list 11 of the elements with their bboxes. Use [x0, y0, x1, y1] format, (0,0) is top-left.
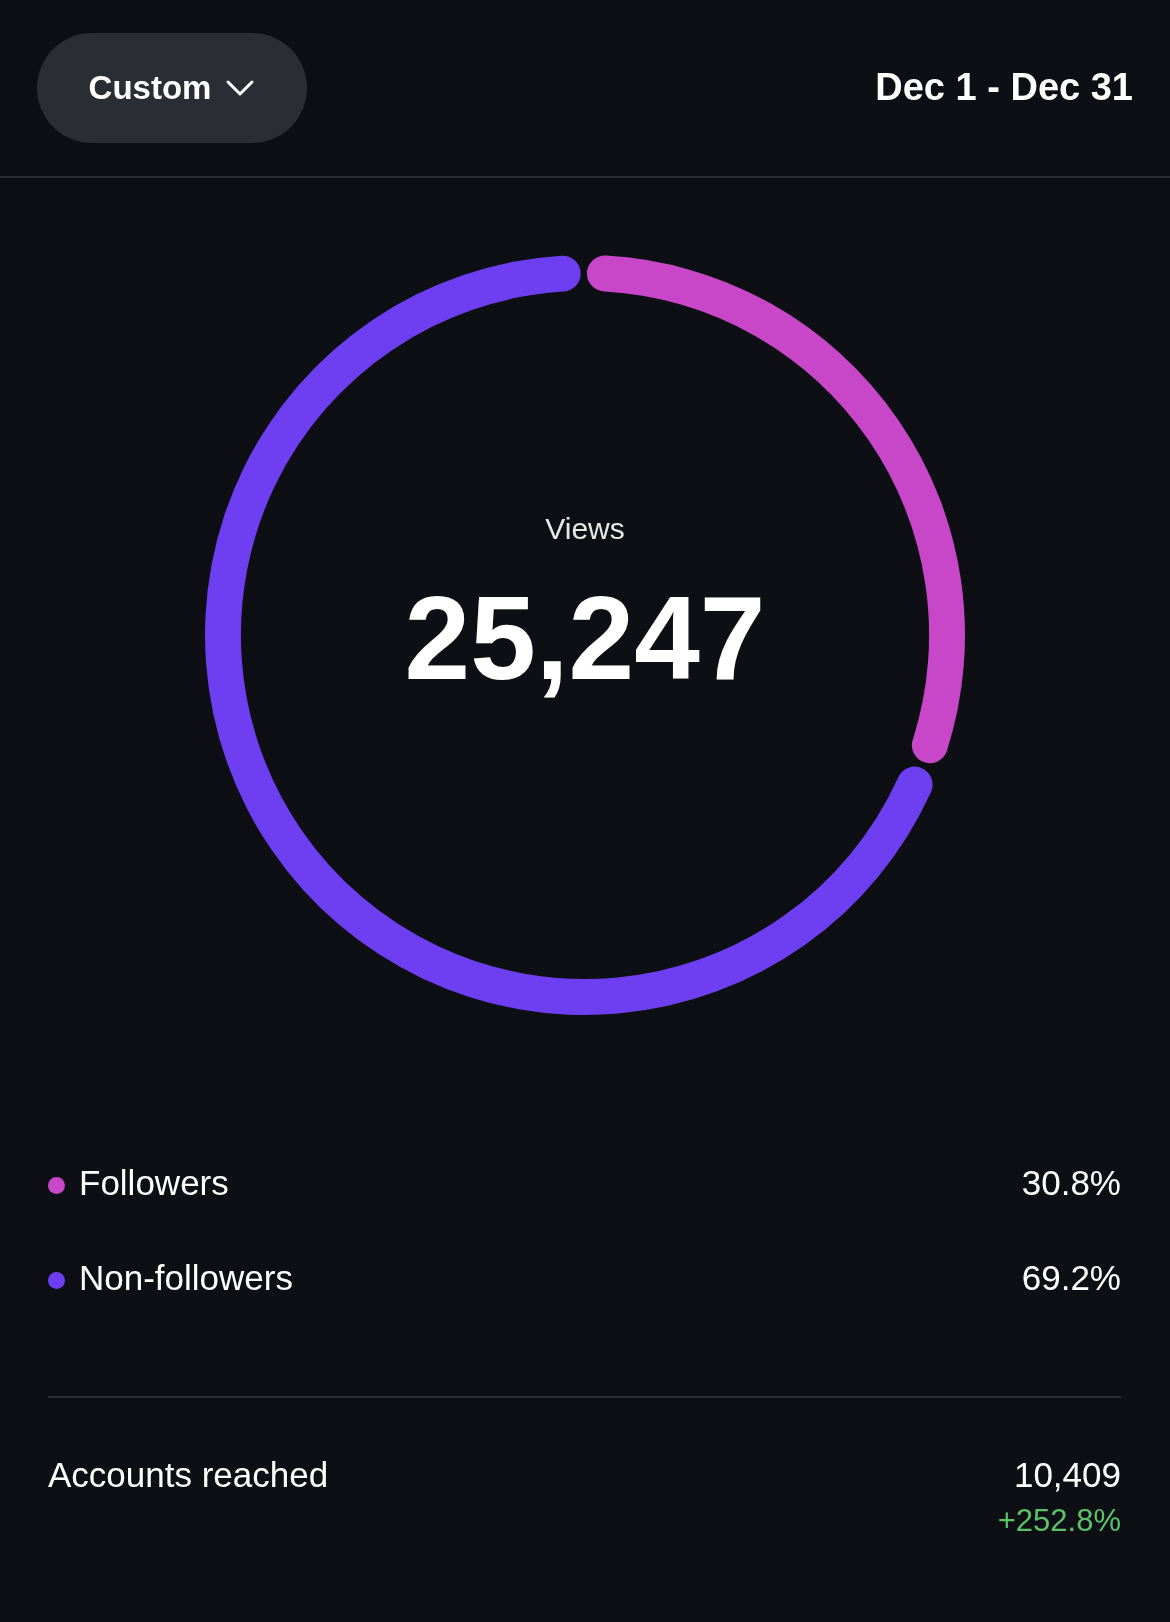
text: Accounts reached: [48, 1455, 329, 1495]
chart-subtitle: Dec 1 - Dec 31: [875, 66, 1133, 109]
text: Custom: [88, 69, 212, 107]
text: +252.8%: [997, 1503, 1121, 1539]
legend-label: Non-followers: [78, 1258, 293, 1298]
text: 10,409: [1013, 1455, 1121, 1495]
legend-label: Followers: [78, 1163, 229, 1203]
data-label: 30.8%: [1021, 1163, 1121, 1203]
text: Views: [544, 512, 626, 546]
data-label: 69.2%: [1021, 1258, 1121, 1298]
text: 25,247: [403, 571, 767, 706]
